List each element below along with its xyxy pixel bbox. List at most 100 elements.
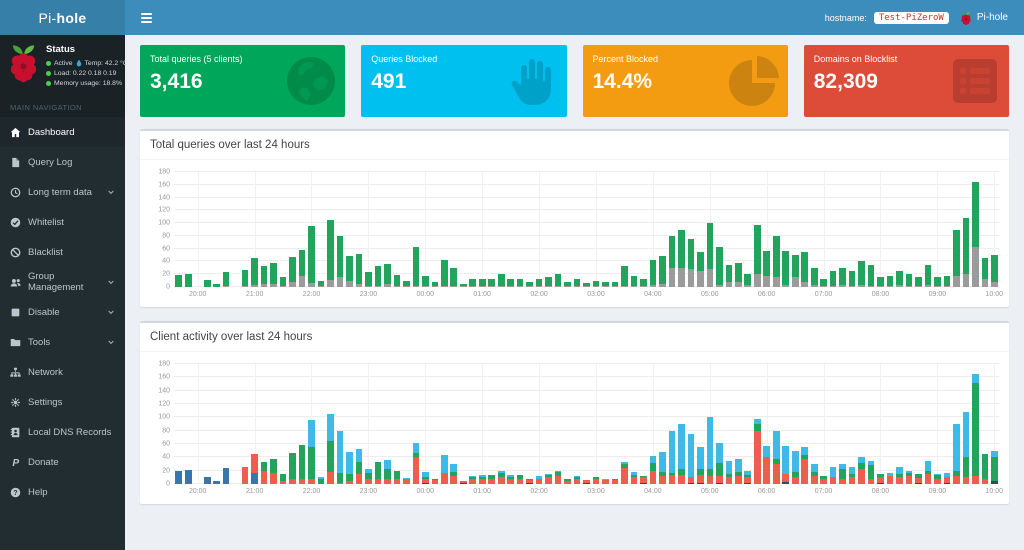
bar-segment-client-cyan	[716, 442, 723, 463]
bar-segment-client-cyan	[991, 450, 998, 458]
bar	[308, 420, 315, 484]
sidebar-menu: Dashboard Query Log Long term data Whitelis…	[0, 117, 125, 507]
bar-slot	[658, 364, 667, 484]
summary-card-domains-blocklist[interactable]: Domains on Blocklist 82,309	[803, 45, 1009, 117]
bar-segment-blocked	[431, 286, 439, 287]
bar-segment-client-red	[763, 457, 771, 484]
bar-segment-permitted	[412, 247, 420, 286]
bar-segment-client-green	[573, 477, 581, 479]
bar	[545, 474, 552, 484]
sidebar-toggle-button[interactable]	[125, 0, 167, 35]
bar	[640, 476, 647, 484]
bars-layer	[174, 172, 999, 287]
bar	[374, 462, 382, 484]
x-tick-label: 08:00	[871, 291, 890, 298]
sidebar-item-tools[interactable]: Tools	[0, 327, 125, 357]
bar-slot	[402, 364, 411, 484]
bar-segment-client-cyan	[497, 470, 505, 474]
bar-segment-client-green	[412, 453, 420, 458]
sidebar-item-donate[interactable]: P Donate	[0, 447, 125, 477]
bar	[507, 278, 514, 287]
bar	[175, 471, 183, 484]
bar-segment-blocked	[716, 285, 723, 287]
y-tick-label: 80	[162, 427, 170, 435]
bar-slot	[250, 172, 259, 287]
sidebar-item-network[interactable]: Network	[0, 357, 125, 387]
bar	[848, 467, 856, 484]
user-menu[interactable]: Pi-hole	[956, 0, 1012, 35]
sidebar-item-whitelist[interactable]: Whitelist	[0, 207, 125, 237]
bar-segment-permitted	[943, 276, 951, 286]
summary-card-label: Queries Blocked	[371, 54, 438, 64]
bar-segment-permitted	[213, 284, 220, 287]
sidebar-item-group-management[interactable]: Group Management	[0, 267, 125, 297]
bar	[260, 462, 268, 484]
bar	[877, 277, 884, 287]
bar-segment-blocked	[611, 286, 619, 287]
bar-segment-client-cyan	[924, 460, 932, 471]
bar-slot	[696, 172, 705, 287]
gridline	[174, 469, 999, 471]
bar-segment-blocked	[858, 285, 865, 287]
gridline	[652, 172, 654, 287]
question-circle-icon: ?	[10, 487, 21, 498]
bar	[706, 223, 714, 287]
total-queries-chart: 0 20 40 60 80 100 120 140 160 180 20:00 21:00 22:00 2…	[150, 169, 1003, 304]
bar-slot	[781, 172, 790, 287]
bar	[440, 259, 448, 287]
bar-segment-blocked	[981, 279, 989, 287]
bar	[611, 478, 619, 484]
sidebar-item-disable[interactable]: Disable	[0, 297, 125, 327]
sidebar-item-label: Settings	[28, 396, 63, 408]
bars-layer	[174, 364, 999, 484]
bar-slot	[421, 172, 430, 287]
bar	[564, 281, 571, 287]
bar-slot	[591, 364, 600, 484]
sidebar-item-query-log[interactable]: Query Log	[0, 147, 125, 177]
gridline	[766, 364, 768, 484]
bar-slot	[582, 364, 591, 484]
brand-logo[interactable]: Pi-hole	[0, 0, 125, 35]
bar	[365, 468, 372, 484]
bar-segment-client-cyan	[478, 475, 486, 477]
sidebar-item-label: Network	[28, 366, 63, 378]
bar-segment-client-red	[877, 477, 884, 483]
sidebar-item-blacklist[interactable]: Blacklist	[0, 237, 125, 267]
bar-slot	[923, 172, 932, 287]
sidebar-item-settings[interactable]: Settings	[0, 387, 125, 417]
bar	[355, 253, 363, 287]
sidebar-item-local-dns-records[interactable]: Local DNS Records	[0, 417, 125, 447]
bar-slot	[572, 172, 581, 287]
bar-segment-client-red	[602, 480, 609, 484]
bar	[678, 229, 685, 287]
bar-segment-permitted	[374, 265, 382, 286]
chart-plot-area: 0 20 40 60 80 100 120 140 160 180	[158, 169, 999, 291]
bar-segment-client-red	[346, 480, 353, 484]
gridline	[994, 172, 996, 287]
sidebar-item-help[interactable]: ? Help	[0, 477, 125, 507]
gridline	[823, 172, 825, 287]
y-tick-label: 140	[158, 194, 170, 202]
bar-slot	[506, 172, 515, 287]
summary-card-percent-blocked[interactable]: Percent Blocked 14.4%	[582, 45, 788, 117]
bar-segment-client-red	[336, 482, 344, 484]
bar-segment-client-cyan	[317, 477, 325, 479]
bar-segment-client-navy	[877, 482, 884, 484]
bar-segment-client-red	[384, 478, 391, 484]
bar-slot	[326, 172, 335, 287]
y-tick-label: 140	[158, 387, 170, 395]
sidebar-item-long-term-data[interactable]: Long term data	[0, 177, 125, 207]
bar-segment-blocked	[317, 286, 325, 287]
gridline	[174, 183, 999, 185]
summary-card-total-queries[interactable]: Total queries (5 clients) 3,416	[140, 45, 346, 117]
bar-slot	[961, 364, 970, 484]
bar-slot	[885, 172, 894, 287]
bar-segment-client-red	[649, 470, 657, 484]
bar-segment-client-red	[867, 478, 875, 484]
summary-card-queries-blocked[interactable]: Queries Blocked 491	[361, 45, 567, 117]
sidebar-item-dashboard[interactable]: Dashboard	[0, 117, 125, 147]
bar-segment-client-red	[962, 477, 970, 484]
bar-slot	[297, 364, 306, 484]
bar-segment-permitted	[222, 271, 230, 287]
bar-segment-client-red	[289, 478, 296, 484]
